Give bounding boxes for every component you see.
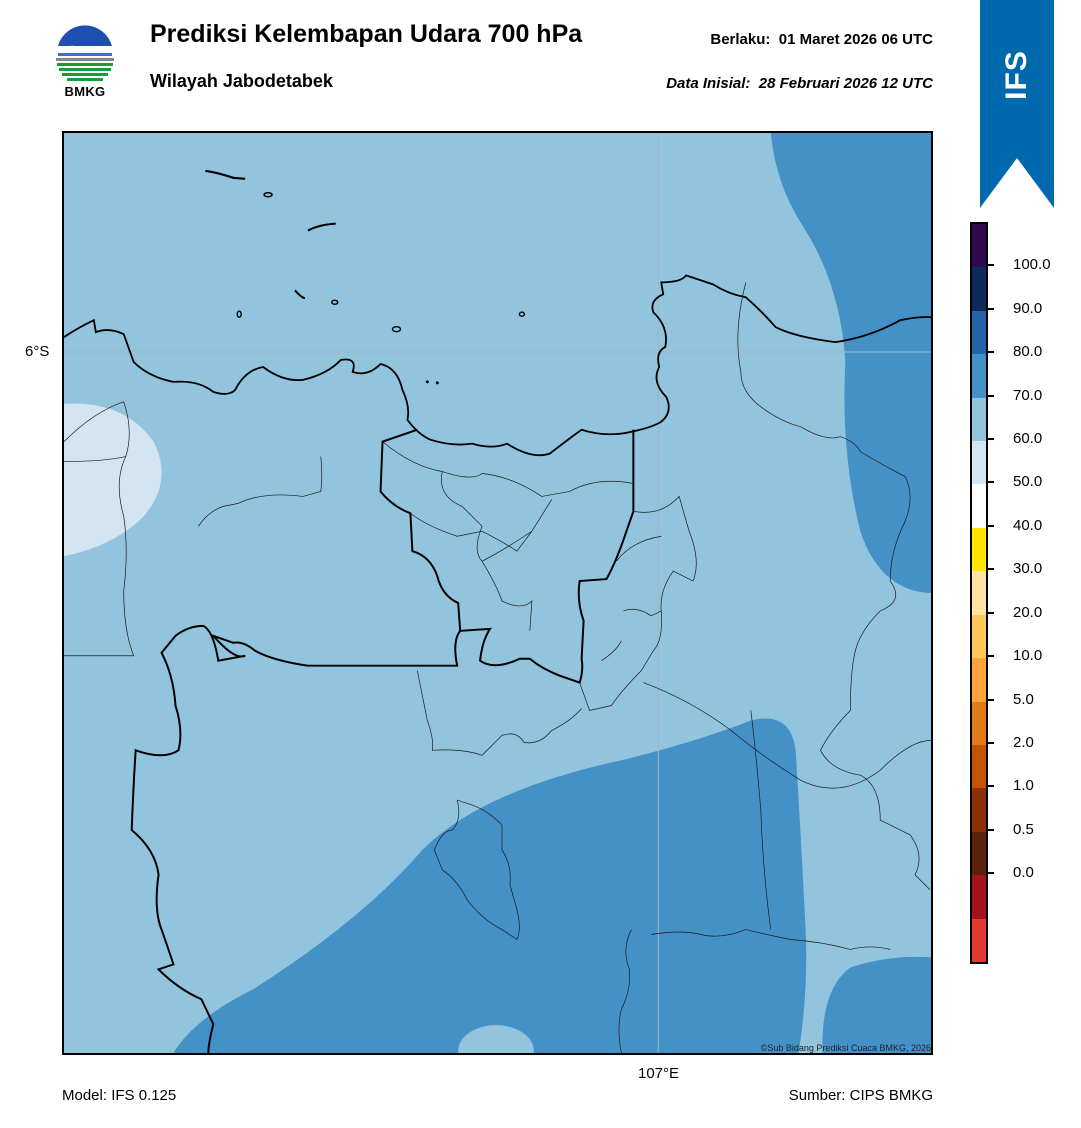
colorbar-tick [988,438,994,441]
colorbar-segment [972,527,986,572]
ifs-ribbon [980,0,1054,208]
bmkg-logo-icon [55,25,115,85]
colorbar-tick [988,307,994,310]
init-value: 28 Februari 2026 12 UTC [758,75,933,92]
island [263,191,273,198]
init-time: Data Inisial: 28 Februari 2026 12 UTC [666,75,933,92]
colorbar-tick [988,785,994,788]
ribbon-label: IFS [999,50,1033,100]
colorbar-segment [972,701,986,746]
island [205,169,246,180]
colorbar-tick-label: 30.0 [1013,560,1043,578]
colorbar-tick [988,698,994,701]
colorbar-tick [988,611,994,614]
island [425,380,429,384]
island [518,311,526,317]
island [391,325,402,333]
island [307,222,336,232]
colorbar-tick [988,524,994,527]
colorbar-tick-label: 70.0 [1013,386,1043,404]
colorbar-tick-label: 0.5 [1013,820,1034,838]
valid-label: Berlaku: [710,31,771,48]
island [294,289,306,300]
colorbar-segment [972,310,986,355]
region-subtitle: Wilayah Jabodetabek [150,71,333,91]
colorbar-tick-label: 2.0 [1013,733,1034,751]
colorbar-tick-label: 5.0 [1013,690,1034,708]
humidity-band-70-80-se [822,956,931,1053]
colorbar-tick [988,655,994,658]
humidity-band-70-80-ne [770,133,931,593]
init-label: Data Inisial: [666,75,751,92]
colorbar-tick-label: 100.0 [1013,256,1051,274]
logo-text: BMKG [64,84,106,99]
humidity-band-50-60 [64,403,162,557]
humidity-band-60-70-pocket [458,1025,534,1053]
colorbar-tick [988,741,994,744]
colorbar-tick-label: 20.0 [1013,603,1043,621]
colorbar-tick-label: 40.0 [1013,516,1043,534]
colorbar-tick-label: 60.0 [1013,430,1043,448]
colorbar-segment [972,397,986,442]
colorbar-segment [972,224,986,268]
colorbar-segment [972,831,986,876]
model-info: Model: IFS 0.125 [62,1087,177,1104]
colorbar-tick [988,481,994,484]
coastline [64,274,931,457]
valid-time: Berlaku: 01 Maret 2026 06 UTC [710,31,933,48]
colorbar-tick [988,872,994,875]
colorbar-tick [988,264,994,267]
island [435,381,439,385]
colorbar-tick [988,568,994,571]
colorbar-tick [988,394,994,397]
island [331,299,339,305]
colorbar-tick-label: 0.0 [1013,864,1034,882]
colorbar-segment [972,484,986,529]
colorbar-tick-label: 10.0 [1013,647,1043,665]
colorbar [970,222,988,964]
colorbar-segment [972,354,986,399]
colorbar-tick-label: 80.0 [1013,343,1043,361]
map-credit: ©Sub Bidang Prediksi Cuaca BMKG, 2026 [760,1043,931,1053]
colorbar-segment [972,788,986,833]
colorbar-segment [972,441,986,485]
lon-label: 107°E [638,1065,680,1082]
humidity-band-70-80-s [173,718,807,1053]
lat-label: 6°S [25,343,50,360]
colorbar-segment [972,744,986,789]
colorbar-tick [988,351,994,354]
colorbar-segment [972,267,986,312]
humidity-map [62,131,933,1055]
province-border-banten [130,624,461,1053]
province-border-jakarta [379,428,635,684]
colorbar-segment [972,571,986,616]
data-source: Sumber: CIPS BMKG [788,1087,933,1104]
island [236,310,242,318]
colorbar-segment [972,918,986,963]
colorbar-tick-label: 1.0 [1013,777,1034,795]
colorbar-tick [988,828,994,831]
colorbar-segment [972,614,986,659]
colorbar-tick-label: 90.0 [1013,299,1043,317]
page-title: Prediksi Kelembapan Udara 700 hPa [150,20,583,48]
district-borders [64,282,931,1053]
valid-value: 01 Maret 2026 06 UTC [778,31,933,48]
colorbar-segment [972,875,986,920]
colorbar-segment [972,658,986,703]
colorbar-tick-label: 50.0 [1013,473,1043,491]
